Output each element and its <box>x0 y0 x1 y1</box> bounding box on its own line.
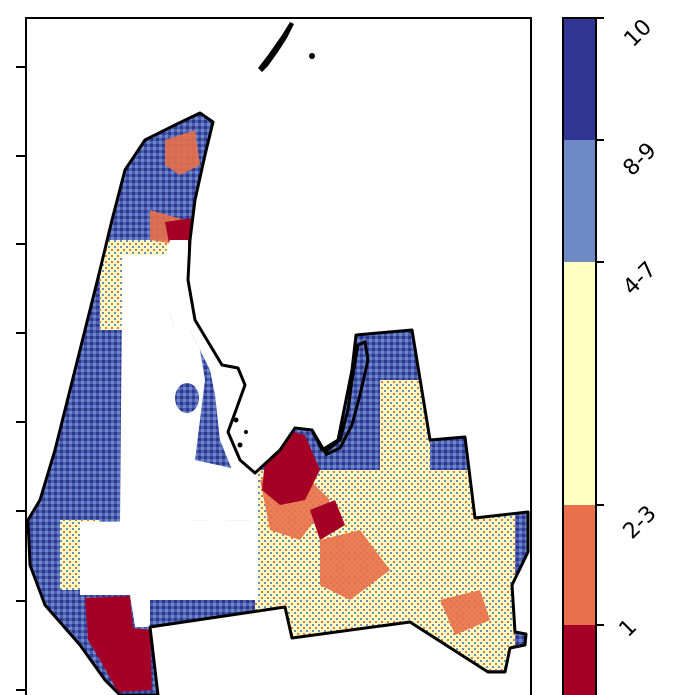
colorbar-segment-4-7 <box>563 262 596 505</box>
colorbar-label-10: 10 <box>620 15 657 52</box>
colorbar-segment-2-3 <box>563 505 596 625</box>
y-axis-ticks <box>16 66 26 691</box>
colorbar-segment-10 <box>563 18 596 140</box>
colorbar-segment-8-9 <box>563 140 596 262</box>
colorbar-label-1: 1 <box>615 615 643 643</box>
colorbar-label-4-7: 4-7 <box>619 257 662 300</box>
colorbar-label-8-9: 8-9 <box>619 138 662 181</box>
no-data-area <box>80 240 258 627</box>
bay-coastline <box>310 339 370 457</box>
colorbar-segment-1 <box>563 625 596 695</box>
islands <box>233 22 315 448</box>
inland-patch <box>175 383 199 413</box>
colorbar: 10 8-9 4-7 2-3 1 <box>562 15 662 695</box>
colorbar-frame <box>562 17 597 695</box>
colorbar-label-2-3: 2-3 <box>619 501 662 544</box>
colorbar-ticks <box>596 17 604 626</box>
